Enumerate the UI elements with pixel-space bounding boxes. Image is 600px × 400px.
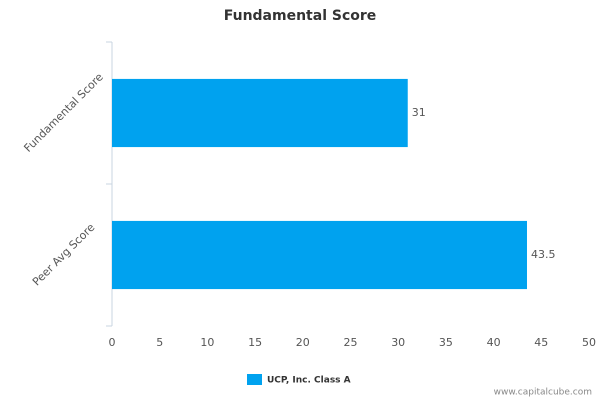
x-tick-label: 15 — [248, 336, 262, 349]
bar — [112, 78, 408, 148]
x-tick-label: 35 — [439, 336, 453, 349]
x-tick-label: 30 — [391, 336, 405, 349]
y-tick-label: Fundamental Score — [21, 70, 105, 154]
y-tick-label: Peer Avg Score — [30, 221, 98, 289]
x-tick-label: 50 — [582, 336, 596, 349]
bar — [112, 220, 527, 290]
x-tick-label: 25 — [344, 336, 358, 349]
data-label: 31 — [412, 106, 426, 119]
legend-label: UCP, Inc. Class A — [267, 376, 351, 386]
x-tick-label: 5 — [156, 336, 163, 349]
data-label: 43.5 — [531, 248, 556, 261]
x-tick-label: 40 — [487, 336, 501, 349]
legend-swatch — [247, 374, 262, 385]
x-tick-label: 45 — [534, 336, 548, 349]
x-tick-label: 0 — [109, 336, 116, 349]
watermark: www.capitalcube.com — [494, 388, 592, 398]
chart-title: Fundamental Score — [224, 8, 377, 24]
x-tick-label: 20 — [296, 336, 310, 349]
x-tick-label: 10 — [200, 336, 214, 349]
